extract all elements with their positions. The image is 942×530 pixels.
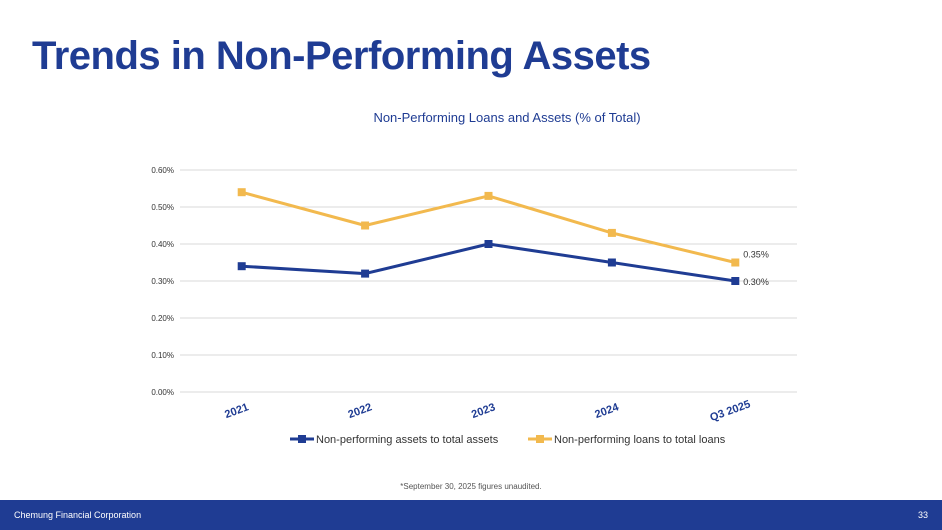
- y-tick-label: 0.30%: [151, 277, 174, 286]
- series-lines: 0.30% 0.35%: [237, 188, 769, 287]
- x-axis-ticks: 2021 2022 2023 2024 Q3 2025: [223, 398, 752, 424]
- x-tick-label: Q3 2025: [708, 398, 752, 424]
- data-point: [237, 262, 246, 271]
- x-tick-label: 2024: [593, 401, 621, 421]
- x-tick-label: 2021: [223, 401, 250, 421]
- footnote: *September 30, 2025 figures unaudited.: [400, 482, 542, 491]
- data-label: 0.35%: [743, 250, 769, 260]
- data-point: [484, 240, 493, 248]
- data-point: [361, 221, 370, 230]
- slide-title: Trends in Non-Performing Assets: [32, 34, 651, 78]
- x-tick-label: 2023: [470, 401, 497, 421]
- line-chart: Non-Performing Loans and Assets (% of To…: [151, 110, 797, 446]
- page-number: 33: [917, 510, 928, 520]
- data-label: 0.30%: [743, 277, 769, 287]
- legend-swatch-marker: [298, 435, 306, 443]
- y-tick-label: 0.60%: [151, 166, 174, 175]
- y-tick-label: 0.50%: [151, 203, 174, 212]
- data-point: [731, 258, 740, 267]
- series-line: [241, 190, 736, 264]
- y-tick-label: 0.20%: [151, 314, 174, 323]
- y-axis-ticks: 0.00% 0.10% 0.20% 0.30% 0.40% 0.50% 0.60%: [151, 166, 174, 397]
- data-point: [731, 277, 740, 285]
- data-point: [607, 258, 616, 267]
- data-point: [361, 269, 370, 278]
- series-line: [241, 242, 736, 283]
- footer-company-name: Chemung Financial Corporation: [14, 510, 142, 520]
- y-tick-label: 0.00%: [151, 388, 174, 397]
- data-point: [607, 228, 616, 237]
- y-tick-label: 0.40%: [151, 240, 174, 249]
- legend-label: Non-performing loans to total loans: [554, 434, 726, 446]
- x-tick-label: 2022: [347, 401, 374, 421]
- data-point: [237, 188, 246, 197]
- footer-bar: Chemung Financial Corporation 33: [0, 500, 942, 530]
- gridlines: [180, 169, 797, 393]
- chart-title: Non-Performing Loans and Assets (% of To…: [373, 110, 640, 125]
- legend-swatch-marker: [536, 435, 544, 443]
- legend-label: Non-performing assets to total assets: [316, 434, 499, 446]
- y-tick-label: 0.10%: [151, 351, 174, 360]
- data-point: [484, 191, 493, 200]
- legend: Non-performing assets to total assets Non…: [290, 434, 726, 446]
